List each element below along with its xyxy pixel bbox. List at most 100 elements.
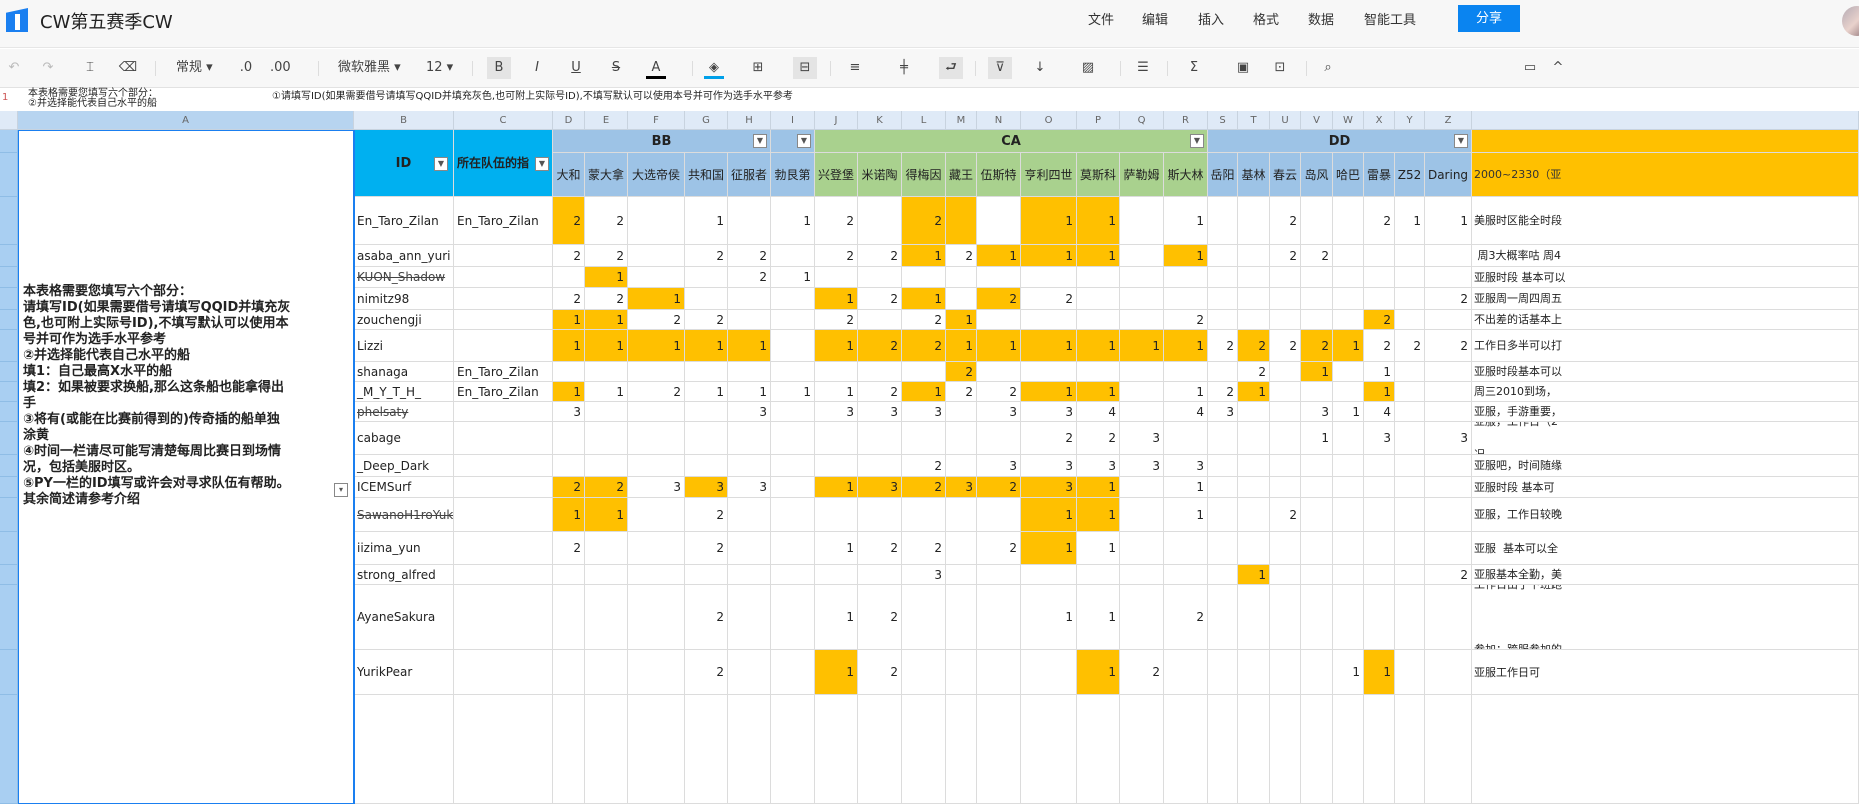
- ship-level-cell[interactable]: [946, 402, 977, 422]
- ship-level-cell[interactable]: [1208, 585, 1238, 650]
- empty-cell[interactable]: [1021, 695, 1077, 804]
- ship-level-cell[interactable]: 3: [902, 402, 946, 422]
- ship-level-cell[interactable]: 3: [977, 455, 1021, 477]
- ship-level-cell[interactable]: 2: [858, 330, 902, 362]
- column-header-O[interactable]: O: [1021, 111, 1077, 130]
- ship-level-cell[interactable]: [1333, 362, 1364, 382]
- player-id-cell[interactable]: ICEMSurf: [354, 477, 454, 498]
- ship-level-cell[interactable]: 1: [628, 288, 685, 310]
- ship-level-cell[interactable]: [771, 362, 815, 382]
- ship-level-cell[interactable]: [1425, 477, 1472, 498]
- player-id-cell[interactable]: shanaga: [354, 362, 454, 382]
- ship-level-cell[interactable]: [902, 362, 946, 382]
- row-header[interactable]: [0, 422, 18, 455]
- ship-level-cell[interactable]: 1: [1164, 498, 1208, 532]
- ship-level-cell[interactable]: [1301, 197, 1333, 245]
- ship-level-cell[interactable]: [815, 498, 858, 532]
- ship-level-cell[interactable]: 2: [977, 288, 1021, 310]
- time-cell[interactable]: 美服时区能全时段: [1472, 197, 1859, 245]
- ship-level-cell[interactable]: [1270, 532, 1301, 565]
- ship-level-cell[interactable]: [1208, 310, 1238, 330]
- ship-header[interactable]: 兴登堡: [815, 153, 858, 197]
- ship-level-cell[interactable]: [1120, 288, 1164, 310]
- ship-level-cell[interactable]: [1301, 477, 1333, 498]
- ship-level-cell[interactable]: [1208, 455, 1238, 477]
- ship-level-cell[interactable]: 2: [1270, 245, 1301, 267]
- ship-level-cell[interactable]: [1270, 310, 1301, 330]
- ship-level-cell[interactable]: [946, 197, 977, 245]
- ship-level-cell[interactable]: 2: [858, 382, 902, 402]
- ship-level-cell[interactable]: [1333, 532, 1364, 565]
- column-header-T[interactable]: T: [1238, 111, 1270, 130]
- ship-level-cell[interactable]: 4: [1077, 402, 1120, 422]
- ship-level-cell[interactable]: [628, 197, 685, 245]
- ship-level-cell[interactable]: 1: [1238, 565, 1270, 585]
- team-cell[interactable]: En_Taro_Zilan: [454, 362, 553, 382]
- image-icon[interactable]: ▣: [1236, 60, 1250, 75]
- ship-level-cell[interactable]: [553, 565, 585, 585]
- time-cell[interactable]: 周三2010到场，: [1472, 382, 1859, 402]
- ship-level-cell[interactable]: [1425, 267, 1472, 288]
- ship-level-cell[interactable]: [1164, 650, 1208, 695]
- ship-level-cell[interactable]: [553, 585, 585, 650]
- ship-level-cell[interactable]: [1164, 532, 1208, 565]
- ship-level-cell[interactable]: 1: [815, 532, 858, 565]
- ship-level-cell[interactable]: [1333, 565, 1364, 585]
- team-cell[interactable]: [454, 330, 553, 362]
- ship-level-cell[interactable]: [1208, 532, 1238, 565]
- ship-level-cell[interactable]: 2: [1077, 422, 1120, 455]
- ship-level-cell[interactable]: [1333, 197, 1364, 245]
- ship-level-cell[interactable]: 2: [977, 477, 1021, 498]
- empty-cell[interactable]: [354, 695, 454, 804]
- player-id-cell[interactable]: SawanoH1roYuki: [354, 498, 454, 532]
- ship-level-cell[interactable]: 3: [1021, 477, 1077, 498]
- ship-level-cell[interactable]: 1: [1021, 585, 1077, 650]
- ship-header[interactable]: 哈巴: [1333, 153, 1364, 197]
- number-format-select[interactable]: 常规 ▾: [176, 60, 213, 75]
- ship-level-cell[interactable]: 2: [585, 245, 628, 267]
- ship-level-cell[interactable]: 1: [553, 382, 585, 402]
- ship-level-cell[interactable]: 2: [902, 455, 946, 477]
- row-header[interactable]: [0, 402, 18, 422]
- ship-level-cell[interactable]: [1333, 267, 1364, 288]
- ship-level-cell[interactable]: [1120, 267, 1164, 288]
- ship-level-cell[interactable]: 2: [858, 532, 902, 565]
- ship-level-cell[interactable]: [1333, 382, 1364, 402]
- ship-level-cell[interactable]: [1120, 197, 1164, 245]
- ship-level-cell[interactable]: 1: [771, 197, 815, 245]
- empty-cell[interactable]: [815, 695, 858, 804]
- ship-level-cell[interactable]: 1: [771, 267, 815, 288]
- ship-level-cell[interactable]: [685, 422, 728, 455]
- ship-level-cell[interactable]: 2: [902, 310, 946, 330]
- ship-level-cell[interactable]: [1395, 532, 1425, 565]
- player-id-cell[interactable]: _M_Y_T_H_: [354, 382, 454, 402]
- team-cell[interactable]: [454, 455, 553, 477]
- team-cell[interactable]: En_Taro_Zilan: [454, 197, 553, 245]
- ship-level-cell[interactable]: 2: [1364, 310, 1395, 330]
- ship-level-cell[interactable]: 2: [815, 245, 858, 267]
- column-header-S[interactable]: S: [1208, 111, 1238, 130]
- ship-header[interactable]: Z52: [1395, 153, 1425, 197]
- ship-level-cell[interactable]: [977, 565, 1021, 585]
- ship-level-cell[interactable]: 2: [1270, 498, 1301, 532]
- ship-level-cell[interactable]: [628, 455, 685, 477]
- ship-level-cell[interactable]: [1395, 402, 1425, 422]
- ship-level-cell[interactable]: 1: [902, 245, 946, 267]
- empty-cell[interactable]: [454, 695, 553, 804]
- ship-level-cell[interactable]: [1120, 565, 1164, 585]
- ship-level-cell[interactable]: [902, 650, 946, 695]
- ship-level-cell[interactable]: [1395, 498, 1425, 532]
- ship-level-cell[interactable]: [553, 422, 585, 455]
- ship-level-cell[interactable]: [1301, 585, 1333, 650]
- ship-level-cell[interactable]: 2: [858, 585, 902, 650]
- ship-header[interactable]: 基林: [1238, 153, 1270, 197]
- row-header[interactable]: [0, 288, 18, 310]
- column-header-J[interactable]: J: [815, 111, 858, 130]
- ship-level-cell[interactable]: [771, 585, 815, 650]
- ship-level-cell[interactable]: 2: [946, 382, 977, 402]
- ship-level-cell[interactable]: [1333, 310, 1364, 330]
- player-id-cell[interactable]: Lizzi: [354, 330, 454, 362]
- ship-level-cell[interactable]: [553, 267, 585, 288]
- ship-level-cell[interactable]: 2: [946, 245, 977, 267]
- ship-level-cell[interactable]: [1208, 362, 1238, 382]
